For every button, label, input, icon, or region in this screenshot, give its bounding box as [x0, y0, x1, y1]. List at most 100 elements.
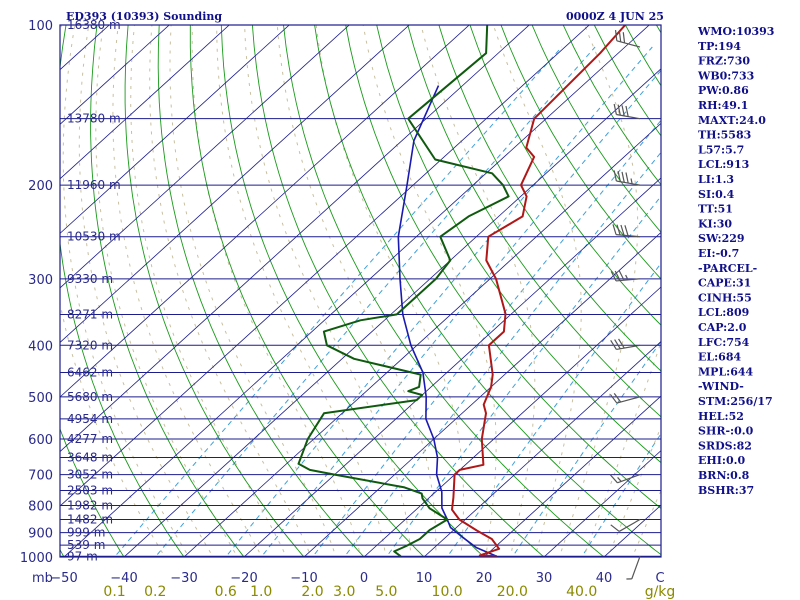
index-entry: LCL:809 — [698, 306, 749, 319]
temperature-tick-label: 30 — [536, 571, 553, 586]
index-entry: SHR-:0.0 — [698, 425, 754, 438]
mixing-ratio-tick-label: 40.0 — [566, 584, 597, 600]
index-entry: EHI:0.0 — [698, 454, 745, 467]
isotherm — [543, 450, 661, 557]
index-entry: CAPE:31 — [698, 277, 751, 290]
wind-barb — [614, 30, 641, 48]
profile-lines — [297, 25, 626, 557]
height-label: 7320 m — [67, 338, 113, 352]
index-entry: SI:0.4 — [698, 188, 735, 201]
plot-frame — [59, 24, 662, 558]
height-label: 1982 m — [67, 498, 113, 512]
pressure-tick-label: 900 — [28, 527, 53, 542]
wind-barb — [612, 224, 641, 238]
wind-barb — [613, 103, 641, 120]
isotherm — [60, 25, 170, 125]
isotherm — [60, 25, 470, 398]
index-entry: FRZ:730 — [698, 55, 750, 68]
moist-adiabat — [216, 25, 387, 557]
isotherm — [60, 25, 590, 507]
mixing-ratio-tick-label: 1.0 — [250, 584, 272, 600]
moist-adiabat — [244, 25, 412, 557]
height-label: 6462 m — [67, 366, 113, 380]
mixing-ratio-tick-label: 10.0 — [432, 584, 463, 600]
index-entry: L57:5.7 — [698, 143, 744, 156]
dewpoint-trace — [297, 25, 510, 557]
mixing-ratio-line — [446, 262, 661, 557]
index-entry: LFC:754 — [698, 336, 750, 349]
temperature-tick-label: 40 — [596, 571, 613, 586]
height-label: 4277 m — [67, 432, 113, 446]
index-entry: WMO:10393 — [697, 25, 774, 38]
mixing-ratio-tick-label: 20.0 — [497, 584, 528, 600]
moist-adiabat — [78, 25, 214, 557]
dry-adiabat — [764, 1, 800, 569]
pressure-tick-label: 500 — [28, 391, 53, 406]
index-entry: CINH:55 — [698, 291, 752, 304]
moist-adiabat — [362, 25, 497, 557]
mixing-ratio-line — [154, 46, 596, 557]
dry-adiabat — [60, 427, 125, 557]
pressure-tick-label: 600 — [28, 433, 53, 448]
temperature-tick-label: −20 — [230, 571, 257, 586]
mixing-ratio-line — [343, 151, 661, 557]
isotherm — [60, 25, 530, 453]
index-entry: TP:194 — [698, 40, 741, 53]
index-entry: TH:5583 — [698, 129, 751, 142]
height-label: 5680 m — [67, 390, 113, 404]
isotherm — [243, 177, 661, 557]
wind-barb — [609, 393, 641, 404]
pressure-tick-label: 1000 — [20, 551, 53, 566]
isotherm — [60, 25, 230, 180]
index-entry: KI:30 — [698, 217, 732, 230]
isotherm — [60, 25, 410, 343]
wind-barb — [626, 556, 641, 580]
isotherm — [423, 341, 661, 557]
sounding-time: 0000Z 4 JUN 25 — [566, 10, 664, 23]
index-entry: PW:0.86 — [698, 84, 749, 97]
index-entry: MPL:644 — [698, 365, 754, 378]
dry-adiabat — [60, 25, 185, 557]
temperature-trace — [451, 25, 626, 557]
height-label: 11960 m — [67, 178, 121, 192]
index-entry: RH:49.1 — [698, 99, 748, 112]
pressure-tick-label: 100 — [28, 19, 53, 34]
height-label: 2503 m — [67, 484, 113, 498]
mixing-ratio-line — [260, 69, 661, 557]
wind-barb — [610, 518, 641, 532]
index-entry: SRDS:82 — [698, 439, 752, 452]
pressure-tick-label: 200 — [28, 179, 53, 194]
wind-barb — [613, 170, 641, 186]
wind-barb — [610, 270, 641, 282]
temperature-tick-label: −10 — [290, 571, 317, 586]
moist-adiabat — [276, 25, 437, 557]
index-entry: SW:229 — [698, 232, 745, 245]
mixing-ratio-line — [113, 46, 563, 557]
temperature-tick-label: 0 — [360, 571, 368, 586]
pressure-tick-label: 300 — [28, 273, 53, 288]
mixing-ratio-tick-label: 0.1 — [103, 584, 125, 600]
mixing-ratio-tick-label: 3.0 — [333, 584, 355, 600]
index-entry: HEL:52 — [698, 410, 744, 423]
index-entry: BRN:0.8 — [698, 469, 750, 482]
mixing-ratio-tick-label: 0.2 — [144, 584, 166, 600]
height-label: 13780 m — [67, 112, 121, 126]
isotherm — [303, 231, 661, 557]
temperature-labels: mb−50 −40 −30 −20 −10 0 10 20 30 40 C — [32, 571, 665, 586]
pressure-tick-label: 700 — [28, 469, 53, 484]
index-entry: EL:684 — [698, 351, 741, 364]
height-label: 3648 m — [67, 450, 113, 464]
temperature-tick-label: −30 — [170, 571, 197, 586]
height-label: 10530 m — [67, 230, 121, 244]
moist-adiabat — [420, 25, 536, 557]
height-label: 539 m — [67, 538, 105, 552]
moist-adiabat — [315, 25, 465, 557]
temperature-tick-label: 10 — [416, 571, 433, 586]
height-label: 8271 m — [67, 307, 113, 321]
moist-adiabat — [558, 25, 639, 557]
height-label: 97 m — [67, 549, 98, 563]
mixing-ratio-tick-label: 0.6 — [215, 584, 237, 600]
index-entry: WB0:733 — [697, 69, 754, 82]
mixing-ratio-line — [225, 46, 653, 557]
